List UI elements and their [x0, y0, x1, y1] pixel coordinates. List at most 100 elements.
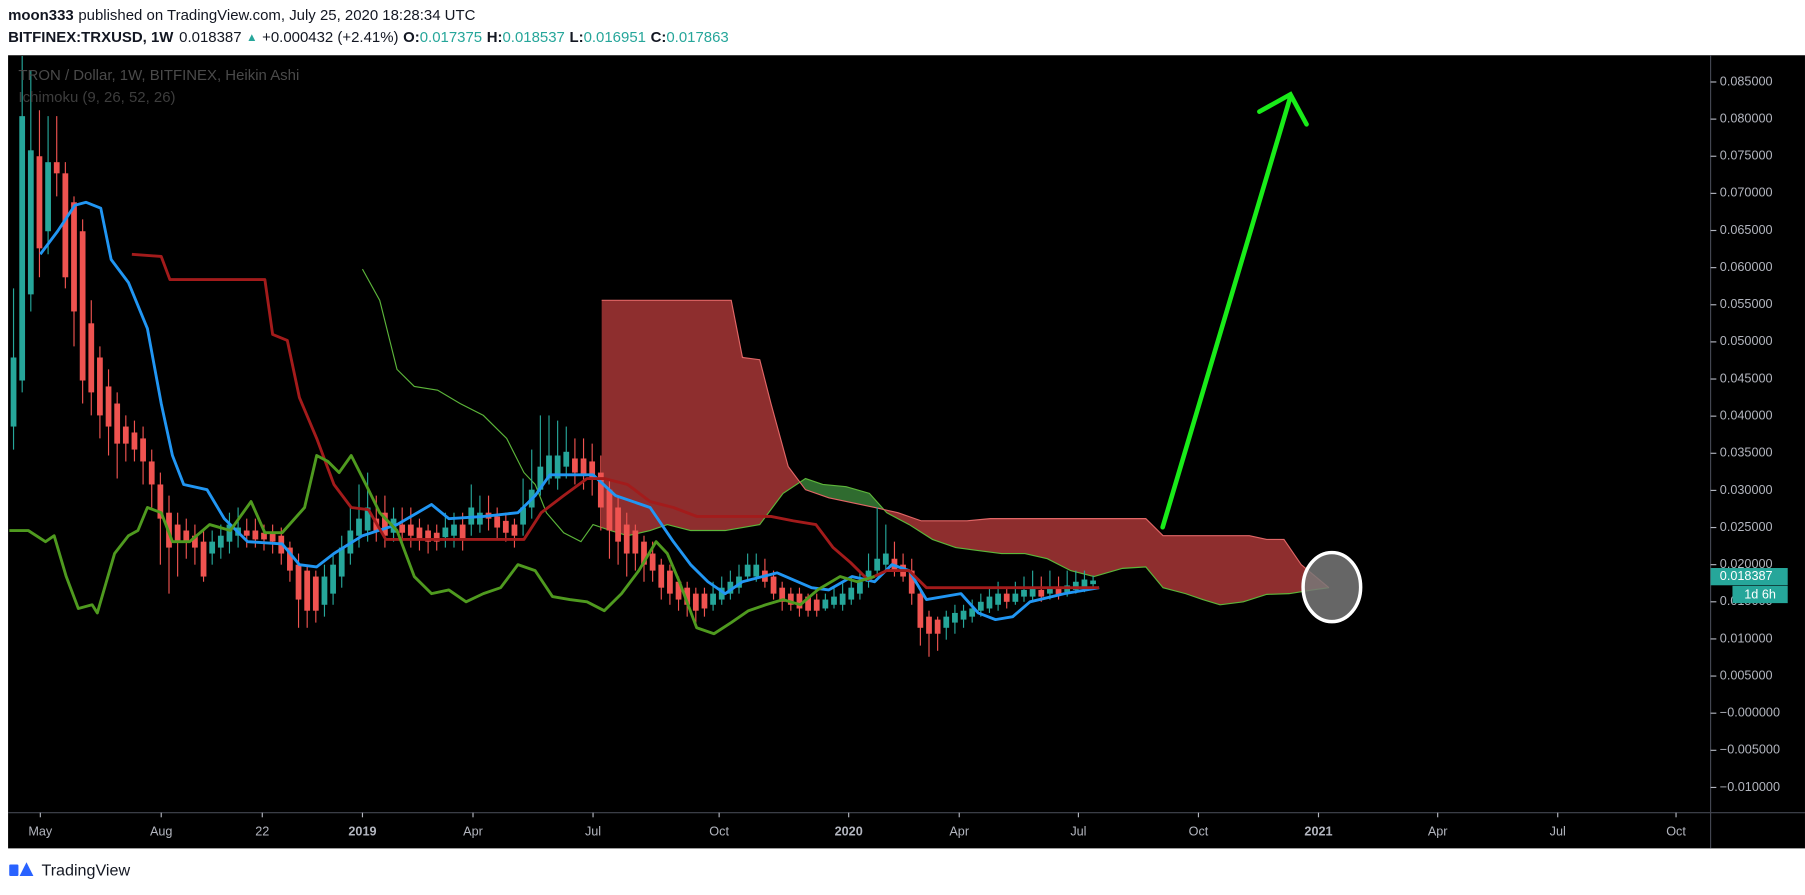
y-tick-label: 0.025000 — [1720, 520, 1773, 534]
x-tick-label: 22 — [255, 825, 269, 839]
y-tick-label: 0.010000 — [1720, 631, 1773, 645]
candle-body — [675, 581, 682, 600]
candle-body — [382, 512, 388, 536]
candle-body — [736, 576, 742, 588]
candle-body — [943, 616, 950, 628]
cloud-fill — [601, 300, 799, 536]
y-tick-label: 0.055000 — [1720, 297, 1773, 311]
candle-body — [338, 547, 345, 577]
ohlc-label: O: — [403, 29, 420, 46]
candle-body — [727, 581, 734, 594]
symbol: BITFINEX:TRXUSD, 1W — [8, 29, 174, 46]
candle-body — [969, 608, 976, 617]
candle-body — [865, 570, 872, 582]
candle-body — [597, 472, 604, 508]
candle-body — [1021, 589, 1027, 597]
candle-body — [27, 150, 34, 295]
candle-body — [917, 593, 924, 628]
candle-body — [1012, 593, 1019, 602]
change: +0.000432 (+2.41%) — [262, 29, 398, 46]
cloud-fill — [798, 478, 883, 510]
candle-body — [632, 530, 639, 554]
candle-body — [658, 564, 665, 588]
arrow: ▲ — [246, 32, 257, 44]
y-tick-label: 0.050000 — [1720, 334, 1773, 348]
candle-body — [53, 162, 60, 174]
candle-body — [960, 610, 967, 620]
candle-body — [97, 357, 103, 416]
ohlc-label: L: — [569, 29, 583, 46]
candle-body — [114, 403, 121, 444]
y-tick-label: −0.000000 — [1720, 706, 1780, 720]
y-tick-label: 0.005000 — [1720, 668, 1773, 682]
candle-body — [131, 432, 138, 450]
x-tick-label: Jul — [585, 825, 601, 839]
candle-body — [839, 593, 846, 605]
candle-body — [1047, 587, 1053, 594]
candle-body — [105, 386, 112, 427]
candle-body — [88, 323, 95, 393]
candle-body — [226, 524, 233, 542]
candle-body — [1055, 587, 1062, 595]
candle-body — [399, 524, 406, 533]
candle-body — [442, 527, 449, 538]
candle-body — [770, 576, 777, 594]
candle-body — [192, 535, 198, 548]
x-tick-label: 2019 — [348, 825, 376, 839]
y-tick-label: 0.045000 — [1720, 371, 1773, 385]
x-tick-label: Oct — [1666, 825, 1686, 839]
candle-body — [10, 357, 17, 427]
candle-body — [1038, 589, 1045, 597]
candle-body — [433, 532, 440, 542]
y-tick-label: 0.065000 — [1720, 223, 1773, 237]
last: 0.018387 — [179, 29, 241, 46]
candle-body — [1029, 587, 1036, 597]
candle-body — [882, 553, 889, 565]
candle-body — [641, 541, 647, 565]
candle-body — [649, 553, 656, 571]
chart-title: TRON / Dollar, 1W, BITFINEX, Heikin Ashi — [18, 67, 299, 84]
candle-body — [71, 202, 77, 312]
candle-body — [1003, 593, 1010, 602]
y-tick-label: 0.040000 — [1720, 408, 1773, 422]
indicator-line — [131, 252, 1100, 590]
chart-area — [8, 55, 1805, 849]
arrow-head — [1257, 91, 1309, 127]
candle-body — [822, 599, 829, 609]
candle-body — [554, 455, 561, 479]
cloud-span-line — [601, 299, 1330, 589]
candle-body — [701, 593, 708, 609]
x-tick-label: Aug — [150, 825, 173, 839]
published: published on TradingView.com, July 25, 2… — [78, 7, 475, 24]
y-tick-label: 0.035000 — [1720, 446, 1773, 460]
candle-body — [459, 524, 466, 540]
candle-body — [295, 564, 302, 600]
candle-body — [857, 581, 863, 594]
footer-logo — [9, 862, 34, 877]
candle-body — [710, 593, 716, 605]
candle-body — [692, 593, 699, 611]
candle-body — [1081, 579, 1088, 588]
candle-body — [572, 458, 578, 473]
candle-body — [580, 458, 587, 475]
last-price: 0.018387 1d 6h — [1710, 568, 1788, 604]
candle-body — [753, 564, 760, 577]
candle-body — [174, 524, 181, 542]
last-price-label: 0.018387 — [1720, 569, 1773, 583]
candle-body — [511, 524, 518, 536]
candle-body — [684, 587, 691, 605]
ohlc-value: 0.017375 — [420, 29, 482, 46]
candle-body — [477, 512, 483, 525]
candle-body — [356, 518, 362, 536]
candle-body — [140, 438, 146, 462]
candle-body — [183, 530, 190, 542]
candle-body — [952, 612, 958, 623]
candle-body — [217, 535, 224, 548]
annotation-arrow — [1160, 91, 1309, 530]
candle-body — [330, 564, 336, 594]
ohlc-value: 0.016951 — [584, 29, 646, 46]
indicator-line — [9, 454, 876, 636]
candle-body — [287, 547, 293, 571]
candle-body — [494, 516, 501, 528]
